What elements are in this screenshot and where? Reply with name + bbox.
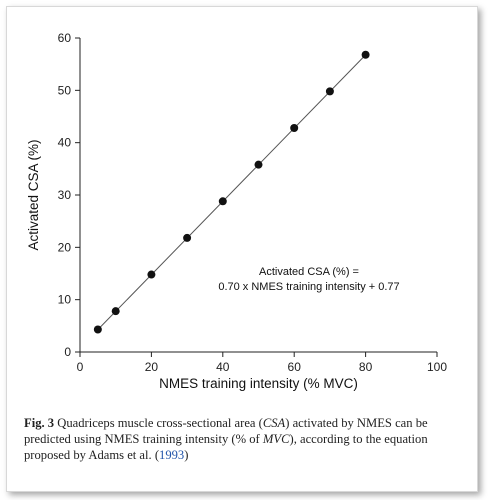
caption-text-4: ) bbox=[184, 448, 189, 462]
caption-reference-year[interactable]: 1993 bbox=[159, 448, 185, 462]
caption-text-1: Quadriceps muscle cross-sectional area ( bbox=[54, 416, 263, 430]
data-points bbox=[93, 50, 370, 334]
fit-line-group bbox=[97, 54, 366, 331]
y-tick-label: 60 bbox=[58, 31, 72, 45]
y-tick-label: 40 bbox=[58, 136, 72, 150]
y-tick-label: 0 bbox=[64, 345, 71, 359]
x-tick-label: 20 bbox=[145, 360, 159, 374]
data-point bbox=[325, 87, 334, 96]
data-point bbox=[254, 160, 263, 169]
y-tick-label: 10 bbox=[58, 293, 72, 307]
data-point bbox=[111, 307, 120, 316]
caption-mvc: MVC bbox=[262, 432, 290, 446]
equation-line-1: Activated CSA (%) = bbox=[259, 266, 359, 278]
x-tick-label: 100 bbox=[427, 360, 447, 374]
equation-line-2: 0.70 x NMES training intensity + 0.77 bbox=[218, 281, 399, 293]
caption-text-3: ), according to the equation proposed by… bbox=[24, 432, 428, 462]
data-point bbox=[361, 50, 370, 59]
caption-text-2: ) activated by NMES can be predicted usi… bbox=[24, 416, 428, 446]
ticks: 0 20 40 60 80 100 0 10 20 30 40 50 60 bbox=[58, 31, 448, 374]
x-tick-label: 40 bbox=[216, 360, 230, 374]
y-tick-label: 50 bbox=[58, 83, 72, 97]
caption-fig-label: Fig. 3 bbox=[24, 416, 55, 430]
x-axis-title: NMES training intensity (% MVC) bbox=[159, 376, 358, 391]
data-point bbox=[183, 233, 192, 242]
y-tick-label: 20 bbox=[58, 240, 72, 254]
x-tick-label: 80 bbox=[359, 360, 373, 374]
data-point bbox=[147, 270, 156, 279]
data-point bbox=[290, 124, 299, 133]
caption-csa: CSA bbox=[262, 416, 286, 430]
data-point bbox=[218, 197, 227, 206]
data-point bbox=[93, 325, 102, 334]
regression-line bbox=[97, 54, 366, 331]
y-tick-label: 30 bbox=[58, 188, 72, 202]
scatter-chart: 0 20 40 60 80 100 0 10 20 30 40 50 60 NMES training … bbox=[26, 31, 448, 391]
y-axis-title: Activated CSA (%) bbox=[26, 139, 41, 250]
figure-frame bbox=[6, 6, 478, 492]
x-tick-label: 60 bbox=[288, 360, 302, 374]
axes bbox=[79, 38, 437, 353]
figure-caption: Fig. 3 Quadriceps muscle cross-sectional… bbox=[24, 415, 464, 463]
x-tick-label: 0 bbox=[77, 360, 84, 374]
